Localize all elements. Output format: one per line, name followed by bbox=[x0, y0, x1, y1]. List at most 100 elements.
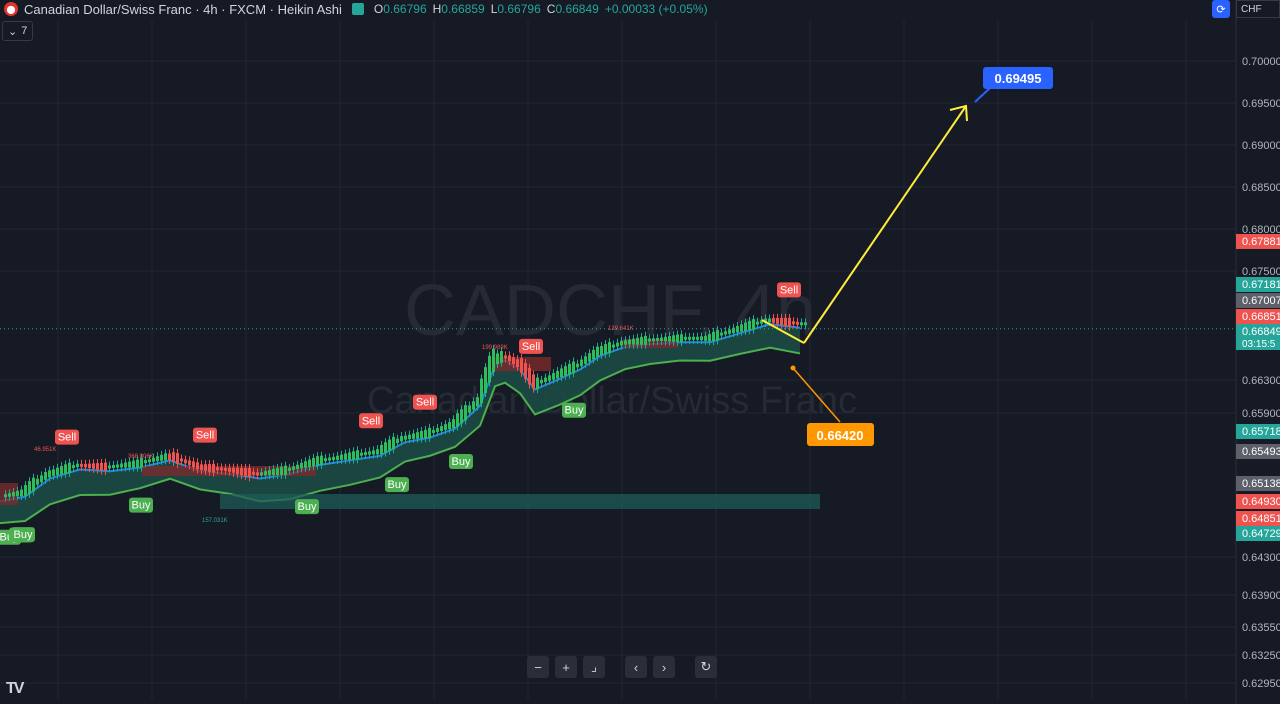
signal-label: Sell bbox=[780, 284, 798, 296]
symbol-flag-icon[interactable]: ⬤ bbox=[4, 2, 18, 16]
candle-body bbox=[48, 470, 51, 478]
candle-body bbox=[788, 317, 791, 327]
price-label: 0.64851 bbox=[1242, 513, 1280, 525]
candle-body bbox=[676, 334, 679, 343]
candle-body bbox=[252, 471, 255, 475]
zoom-out-button[interactable]: − bbox=[527, 656, 549, 678]
sell-signal bbox=[519, 338, 543, 354]
signal-label: Buy bbox=[565, 405, 584, 417]
signal-label: Sell bbox=[58, 432, 76, 444]
candle-body bbox=[152, 457, 155, 462]
candle-body bbox=[424, 429, 427, 439]
y-tick-label: 0.65900 bbox=[1242, 408, 1280, 420]
price-label: 0.67007 bbox=[1242, 295, 1280, 307]
price-label: 0.64729 bbox=[1242, 528, 1280, 540]
reset-chart-button[interactable]: ↻ bbox=[695, 656, 717, 678]
buy-signal bbox=[562, 402, 586, 418]
scroll-right-button[interactable]: › bbox=[653, 656, 675, 678]
candle-body bbox=[700, 336, 703, 341]
price-label-box bbox=[1236, 324, 1280, 350]
signal-label: Buy bbox=[388, 479, 407, 491]
scroll-left-button[interactable]: ‹ bbox=[625, 656, 647, 678]
candle-body bbox=[616, 342, 619, 347]
demand-zone bbox=[220, 494, 820, 509]
candle-body bbox=[528, 367, 531, 385]
candle-body bbox=[656, 338, 659, 342]
candle-body bbox=[304, 461, 307, 468]
candle-body bbox=[592, 349, 595, 360]
candle-body bbox=[520, 358, 523, 373]
projection-arrowhead bbox=[949, 104, 968, 122]
candle-body bbox=[448, 422, 451, 430]
candle-body bbox=[724, 331, 727, 335]
candle-body bbox=[132, 460, 135, 468]
candle-body bbox=[360, 452, 363, 456]
buy-signal bbox=[385, 477, 409, 493]
candle-body bbox=[36, 478, 39, 485]
candle-body bbox=[364, 452, 367, 456]
indicators-toggle[interactable]: ⌄ 7 bbox=[2, 21, 34, 41]
candle-body bbox=[756, 321, 759, 325]
candle-body bbox=[564, 366, 567, 376]
candle-body bbox=[452, 419, 455, 429]
candle-body bbox=[128, 461, 131, 468]
candle-body bbox=[804, 322, 807, 326]
price-label-box bbox=[1236, 234, 1280, 249]
candle-body bbox=[284, 465, 287, 475]
signal-label: Sell bbox=[196, 430, 214, 442]
candle-body bbox=[248, 468, 251, 478]
candle-body bbox=[516, 359, 519, 368]
candle-body bbox=[588, 353, 591, 362]
zoom-in-button[interactable]: + bbox=[555, 656, 577, 678]
tradingview-logo-icon[interactable]: TV bbox=[6, 680, 25, 697]
candle-body bbox=[628, 339, 631, 345]
reset-scale-icon[interactable]: ⌟ bbox=[583, 656, 605, 678]
candle-body bbox=[796, 321, 799, 325]
candle-body bbox=[692, 336, 695, 340]
candle-body bbox=[316, 456, 319, 466]
volume-label: 46.951K bbox=[34, 447, 56, 453]
top-right-controls: ⟳ CHF bbox=[1212, 0, 1280, 18]
y-tick-label: 0.67500 bbox=[1242, 266, 1280, 278]
candle-body bbox=[204, 464, 207, 471]
candle-body bbox=[40, 475, 43, 483]
candle-body bbox=[624, 340, 627, 345]
volume-label: 157.031K bbox=[202, 518, 228, 524]
price-label: 0.67181 bbox=[1242, 279, 1280, 291]
candle-body bbox=[264, 471, 267, 476]
candle-body bbox=[60, 466, 63, 475]
candle-body bbox=[336, 455, 339, 460]
candle-body bbox=[44, 472, 47, 480]
candle-body bbox=[220, 467, 223, 471]
visibility-icon[interactable] bbox=[351, 3, 364, 15]
signal-label: Sell bbox=[522, 341, 540, 353]
candle-body bbox=[464, 405, 467, 421]
projection-leg bbox=[761, 319, 805, 344]
support-pointer bbox=[792, 367, 841, 423]
price-label: 0.65138 bbox=[1242, 478, 1280, 490]
candle-body bbox=[400, 436, 403, 442]
candle-body bbox=[472, 401, 475, 410]
candle-body bbox=[104, 462, 107, 472]
candle-body bbox=[632, 338, 635, 345]
candle-body bbox=[96, 463, 99, 470]
candle-body bbox=[456, 413, 459, 427]
candle-body bbox=[240, 467, 243, 476]
chart-navigation: − + ⌟ ‹ › ↻ bbox=[527, 656, 717, 678]
y-tick-label: 0.70000 bbox=[1242, 56, 1280, 68]
candle-body bbox=[428, 427, 431, 438]
target-price-label: 0.69495 bbox=[995, 71, 1042, 86]
chart-title[interactable]: Canadian Dollar/Swiss Franc · 4h · FXCM … bbox=[24, 1, 342, 17]
sync-icon[interactable]: ⟳ bbox=[1212, 0, 1230, 18]
signal-label: Sell bbox=[416, 397, 434, 409]
candle-body bbox=[672, 335, 675, 342]
candle-body bbox=[388, 439, 391, 451]
currency-button[interactable]: CHF bbox=[1236, 0, 1280, 18]
candle-body bbox=[124, 462, 127, 468]
y-tick-label: 0.68500 bbox=[1242, 182, 1280, 194]
candle-body bbox=[768, 318, 771, 323]
candle-body bbox=[224, 467, 227, 471]
candle-body bbox=[100, 462, 103, 471]
candle-body bbox=[440, 426, 443, 431]
